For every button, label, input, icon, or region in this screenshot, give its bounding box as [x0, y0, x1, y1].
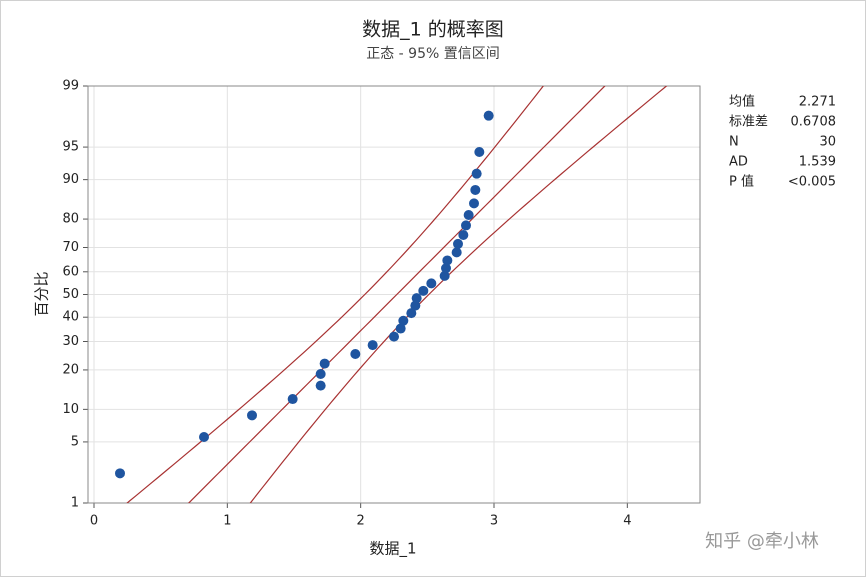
data-point [461, 220, 471, 231]
x-tick-label: 3 [490, 514, 498, 529]
y-tick-label: 70 [62, 240, 79, 255]
x-tick-label: 0 [90, 514, 98, 529]
data-point [315, 380, 326, 391]
data-point [469, 198, 479, 209]
plot-border [87, 85, 701, 504]
y-tick-label: 95 [62, 140, 79, 155]
stat-label: AD [729, 155, 748, 170]
data-point [474, 146, 485, 157]
data-point [315, 369, 326, 380]
data-point [398, 315, 409, 326]
data-point [199, 432, 209, 443]
data-point [395, 323, 406, 334]
y-tick-label: 99 [62, 79, 79, 94]
data-point [287, 394, 298, 405]
x-tick-label: 4 [623, 514, 631, 529]
x-tick-label: 2 [357, 514, 365, 529]
ci-band-lower [126, 86, 545, 503]
y-tick-label: 30 [62, 334, 79, 349]
y-tick-label: 80 [62, 212, 79, 227]
data-point [471, 168, 482, 179]
data-point [441, 263, 451, 274]
data-point [410, 300, 421, 311]
data-point [319, 358, 330, 369]
chart-title: 数据_1 的概率图 [362, 19, 504, 41]
fit-lines [126, 86, 668, 503]
y-tick-label: 40 [62, 310, 79, 325]
stat-value: <0.005 [788, 175, 836, 190]
stat-label: 标准差 [729, 115, 768, 130]
y-tick-label: 60 [62, 264, 79, 279]
stat-label: N [729, 135, 739, 150]
data-point [411, 293, 422, 304]
fit-line [187, 86, 606, 503]
ci-band-upper [249, 86, 668, 503]
x-axis-label: 数据_1 [369, 540, 416, 559]
data-point [458, 229, 469, 240]
data-point [367, 340, 378, 351]
x-tick-label: 1 [223, 514, 231, 529]
stat-label: 均值 [729, 94, 755, 110]
y-tick-label: 10 [62, 402, 79, 417]
data-point [439, 270, 450, 281]
stat-value: 1.539 [799, 155, 836, 170]
data-point [451, 247, 462, 258]
data-point [442, 255, 453, 266]
stat-value: 0.6708 [791, 115, 837, 130]
data-point [247, 410, 257, 421]
stat-label: P 值 [729, 174, 754, 190]
data-point [453, 238, 463, 249]
data-point [115, 468, 125, 479]
data-point [483, 110, 494, 121]
y-tick-label: 50 [62, 287, 79, 302]
data-point [470, 184, 481, 195]
stat-value: 2.271 [799, 95, 836, 110]
y-tick-label: 20 [62, 362, 79, 377]
chart-subtitle: 正态 - 95% 置信区间 [366, 46, 500, 62]
y-tick-label: 5 [71, 434, 79, 449]
data-point [463, 209, 474, 220]
data-point [426, 278, 437, 289]
data-point [406, 308, 417, 319]
y-tick-label: 90 [62, 172, 79, 187]
y-tick-label: 1 [71, 496, 79, 511]
y-axis-label: 百分比 [33, 271, 51, 316]
data-point [389, 331, 399, 342]
stat-value: 30 [819, 135, 836, 150]
data-point [418, 285, 429, 296]
data-point [350, 349, 361, 360]
watermark: 知乎 @牵小林 [705, 531, 819, 552]
